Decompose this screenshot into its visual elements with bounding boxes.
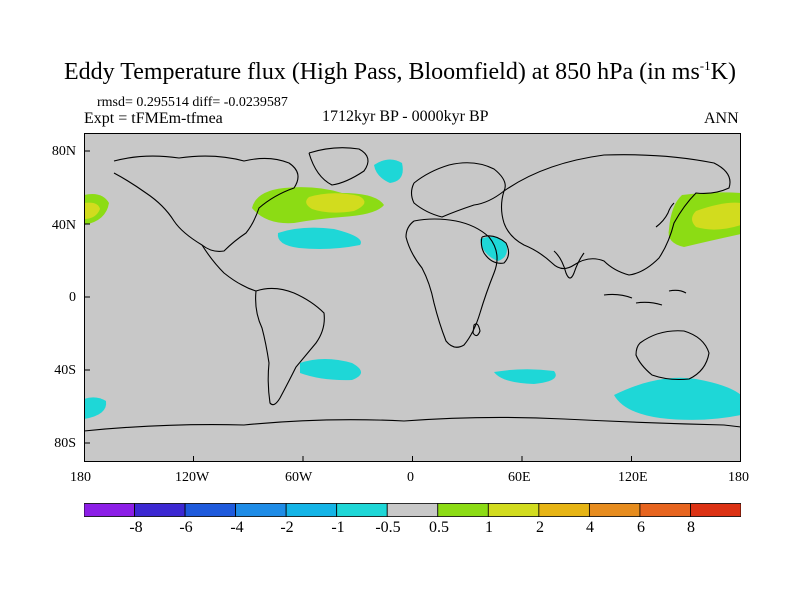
lon-label-60w: 60W (285, 470, 313, 485)
africa-coast (405, 218, 498, 348)
lon-label-60e: 60E (508, 470, 531, 485)
colorbar-box (639, 503, 691, 517)
stats-text: rmsd= 0.295514 diff= -0.0239587 (97, 95, 288, 110)
north-atlantic-core (306, 193, 365, 213)
colorbar-label-p05: 0.5 (429, 519, 449, 536)
colorbar-label-m8: -8 (129, 519, 143, 536)
japan-coast (655, 202, 675, 228)
antarctica-coast (84, 416, 741, 432)
colorbar-box (285, 503, 338, 517)
colorbar-box (487, 503, 540, 517)
colorbar-label-p6: 6 (637, 519, 645, 536)
lon-label-180w: 180 (70, 470, 91, 485)
anomaly-layer (84, 159, 741, 420)
colorbar-box (184, 503, 237, 517)
lon-label-0: 0 (407, 470, 414, 485)
central-america-coast (201, 244, 257, 292)
colorbar-box (690, 503, 741, 517)
map-frame (84, 133, 741, 462)
southeast-pacific-negative (84, 397, 107, 419)
colorbar-box (134, 503, 186, 517)
north-america-coast (113, 155, 299, 252)
north-pacific-core (692, 202, 741, 230)
experiment-label: Expt = tFMEm-tfmea (84, 110, 223, 127)
colorbar-box (437, 503, 489, 517)
greenland-coast (308, 147, 369, 186)
colorbar-box (386, 503, 439, 517)
colorbar-box (235, 503, 287, 517)
lat-label-eq: 0 (69, 290, 76, 305)
indonesia-coast (603, 289, 687, 306)
lat-label-80n: 80N (51, 144, 76, 159)
coastlines (84, 147, 741, 432)
colorbar-label-p1: 1 (485, 519, 493, 536)
australia-coast (635, 330, 710, 381)
india-coast (553, 250, 585, 279)
colorbar-label-m05: -0.5 (375, 519, 401, 536)
plot-title: Eddy Temperature flux (High Pass, Bloomf… (64, 58, 736, 85)
world-map (84, 133, 741, 462)
colorbar-label-p2: 2 (536, 519, 544, 536)
colorbar-box (538, 503, 590, 517)
arabian-negative (480, 236, 507, 261)
west-atlantic-negative (277, 227, 361, 249)
south-america-coast (255, 287, 325, 406)
west-pacific-core-edge (84, 202, 100, 219)
colorbar-label-m6: -6 (179, 519, 193, 536)
south-indian-negative (494, 369, 556, 384)
southern-ocean-negative (614, 377, 741, 420)
madagascar-coast (472, 323, 481, 337)
asia-coast (500, 154, 731, 276)
lat-label-40s: 40S (54, 363, 76, 378)
colorbar-label-p8: 8 (687, 519, 695, 536)
colorbar-box (84, 503, 135, 517)
labrador-negative (374, 159, 403, 183)
colorbar-label-p4: 4 (586, 519, 594, 536)
lon-label-180e: 180 (728, 470, 749, 485)
arabia-coast (480, 235, 510, 264)
colorbar-box (588, 503, 641, 517)
period-label: 1712kyr BP - 0000kyr BP (322, 108, 489, 125)
south-atlantic-negative (300, 359, 361, 381)
lat-label-40n: 40N (51, 218, 76, 233)
colorbar-label-m2: -2 (280, 519, 294, 536)
colorbar-box (336, 503, 388, 517)
colorbar-label-m1: -1 (331, 519, 345, 536)
lat-label-80s: 80S (54, 436, 76, 451)
season-label: ANN (704, 110, 739, 127)
lon-label-120e: 120E (618, 470, 648, 485)
europe-coast (410, 162, 506, 218)
colorbar-label-m4: -4 (230, 519, 244, 536)
lon-label-120w: 120W (175, 470, 210, 485)
colorbar (84, 503, 741, 517)
